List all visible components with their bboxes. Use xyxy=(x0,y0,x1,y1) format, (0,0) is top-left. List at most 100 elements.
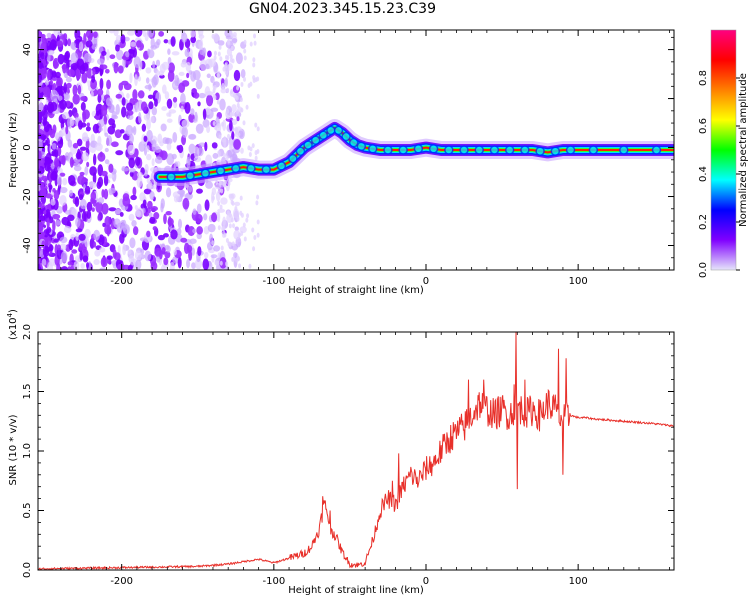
noise-speck xyxy=(45,208,51,220)
noise-speck xyxy=(46,217,50,229)
colorbar-tick-label: 0.4 xyxy=(698,166,709,182)
noise-speck xyxy=(151,76,157,88)
x-tick-label: 100 xyxy=(569,576,588,587)
noise-speck xyxy=(227,181,231,187)
ridge-blob xyxy=(295,146,306,156)
noise-speck xyxy=(146,129,153,142)
noise-speck xyxy=(111,141,119,148)
noise-speck xyxy=(92,199,97,207)
noise-speck xyxy=(97,214,101,221)
noise-speck xyxy=(217,225,221,231)
noise-speck xyxy=(106,225,110,237)
spectrogram-noise xyxy=(38,30,260,270)
noise-speck xyxy=(211,212,218,223)
noise-speck xyxy=(248,263,252,269)
noise-speck xyxy=(205,91,214,96)
noise-speck xyxy=(57,95,63,102)
noise-speck xyxy=(231,104,237,113)
noise-speck xyxy=(59,236,68,244)
noise-speck xyxy=(55,220,61,226)
noise-speck xyxy=(73,112,79,119)
noise-speck xyxy=(230,217,234,223)
noise-speck xyxy=(203,213,208,221)
noise-speck xyxy=(55,86,63,93)
noise-speck xyxy=(160,202,164,213)
noise-speck xyxy=(93,241,97,248)
noise-speck xyxy=(101,50,107,56)
noise-speck xyxy=(152,60,156,69)
noise-speck xyxy=(73,260,80,270)
noise-speck xyxy=(232,31,237,38)
noise-speck xyxy=(225,238,229,244)
noise-speck xyxy=(205,181,213,189)
noise-speck xyxy=(115,104,120,115)
noise-speck xyxy=(38,158,41,170)
noise-speck xyxy=(204,199,210,211)
noise-speck xyxy=(77,84,82,95)
noise-speck xyxy=(56,262,61,270)
noise-speck xyxy=(192,208,197,216)
noise-speck xyxy=(49,39,57,51)
noise-speck xyxy=(132,125,137,136)
noise-speck xyxy=(233,229,241,240)
noise-speck xyxy=(206,94,214,107)
noise-speck xyxy=(38,213,41,219)
noise-speck xyxy=(146,230,151,238)
noise-speck xyxy=(85,126,91,132)
noise-speck xyxy=(119,212,124,217)
noise-speck xyxy=(70,41,76,50)
noise-speck xyxy=(178,71,185,77)
noise-speck xyxy=(158,250,163,260)
noise-speck xyxy=(219,257,227,269)
noise-speck xyxy=(208,58,217,68)
noise-speck xyxy=(167,70,175,82)
snr-x-label: Height of straight line (km) xyxy=(288,585,424,596)
ridge-blob xyxy=(565,145,576,155)
noise-speck xyxy=(50,171,58,181)
noise-speck xyxy=(167,217,174,226)
y-tick-label: -20 xyxy=(22,188,33,204)
noise-speck xyxy=(108,30,115,34)
noise-speck xyxy=(236,116,240,122)
noise-speck xyxy=(78,194,84,201)
noise-speck xyxy=(103,123,107,136)
noise-speck xyxy=(46,32,52,38)
noise-speck xyxy=(256,194,260,200)
noise-speck xyxy=(242,120,246,126)
noise-speck xyxy=(185,61,192,72)
noise-speck xyxy=(99,64,108,70)
noise-speck xyxy=(243,236,247,242)
noise-speck xyxy=(68,175,76,186)
noise-speck xyxy=(134,250,142,261)
noise-speck xyxy=(225,156,229,162)
noise-speck xyxy=(46,37,52,43)
noise-speck xyxy=(115,150,124,156)
noise-speck xyxy=(153,212,160,220)
noise-speck xyxy=(50,198,56,206)
noise-speck xyxy=(146,118,151,131)
noise-speck xyxy=(50,101,58,112)
noise-speck xyxy=(226,114,230,120)
noise-speck xyxy=(172,131,178,143)
ridge-blob xyxy=(326,125,336,136)
noise-speck xyxy=(205,107,211,116)
noise-speck xyxy=(180,237,188,243)
colorbar-gradient xyxy=(711,30,736,270)
ridge-blob xyxy=(504,145,515,155)
noise-speck xyxy=(173,249,177,256)
noise-speck xyxy=(107,125,116,135)
noise-speck xyxy=(225,261,229,267)
noise-speck xyxy=(61,216,69,226)
noise-speck xyxy=(92,172,97,185)
noise-speck xyxy=(232,256,236,262)
noise-speck xyxy=(149,216,156,224)
noise-speck xyxy=(166,98,173,109)
noise-speck xyxy=(187,226,196,237)
noise-speck xyxy=(86,209,92,219)
ridge-blob xyxy=(261,164,271,175)
noise-speck xyxy=(248,151,252,157)
noise-speck xyxy=(252,62,256,68)
noise-speck xyxy=(199,59,208,72)
noise-speck xyxy=(216,72,220,78)
ridge-blob xyxy=(444,145,454,155)
